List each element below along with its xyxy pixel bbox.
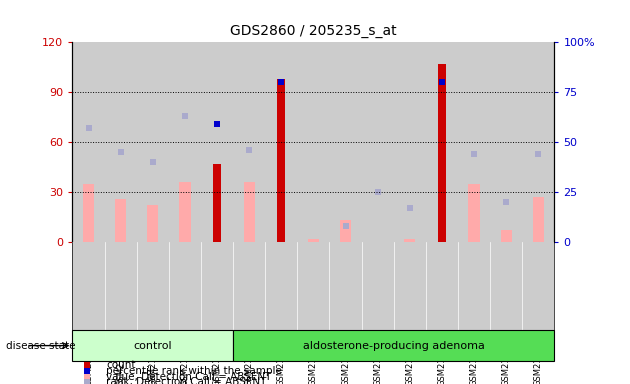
Text: aldosterone-producing adenoma: aldosterone-producing adenoma [303,341,484,351]
Bar [137,42,169,242]
Text: value, Detection Call = ABSENT: value, Detection Call = ABSENT [106,371,272,382]
Point [469,151,479,157]
Text: control: control [134,341,172,351]
Point [82,373,92,379]
Point [116,149,126,155]
Point [501,199,511,205]
Text: count: count [106,360,135,370]
Bar [458,42,490,242]
Point [276,79,286,85]
Bar [233,42,265,242]
Point [437,79,447,85]
Bar [201,42,233,242]
Point [82,362,92,368]
Bar [362,42,394,242]
Point [533,151,543,157]
Point [180,113,190,119]
Bar [394,42,426,242]
Bar [426,42,458,242]
Bar [522,42,554,242]
Bar [501,230,512,242]
Bar [180,182,190,242]
Bar [72,330,233,361]
Point [340,223,350,229]
Bar [244,182,255,242]
Bar [277,79,285,242]
Bar [490,42,522,242]
Bar [438,64,446,242]
Bar [72,42,105,242]
Point [147,159,158,165]
Point [82,368,92,374]
Bar [233,330,554,361]
Bar [105,42,137,242]
Bar [308,238,319,242]
Point [212,121,222,127]
Bar [115,199,126,242]
Bar [213,164,221,242]
Bar [83,184,94,242]
Text: percentile rank within the sample: percentile rank within the sample [106,366,282,376]
Title: GDS2860 / 205235_s_at: GDS2860 / 205235_s_at [230,25,397,38]
Text: disease state: disease state [6,341,76,351]
Bar [340,220,351,242]
Point [244,147,254,153]
Point [83,125,94,131]
Point [404,205,415,211]
Point [82,379,92,384]
Bar [329,42,362,242]
Bar [469,184,479,242]
Bar [297,42,329,242]
Bar [404,238,415,242]
Bar [169,42,201,242]
Point [372,189,382,195]
Bar [147,205,158,242]
Text: rank, Detection Call = ABSENT: rank, Detection Call = ABSENT [106,377,266,384]
Bar [265,42,297,242]
Bar [533,197,544,242]
